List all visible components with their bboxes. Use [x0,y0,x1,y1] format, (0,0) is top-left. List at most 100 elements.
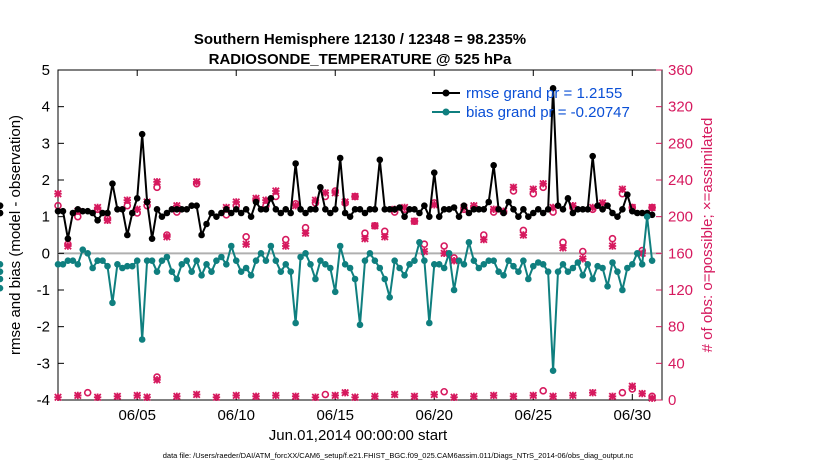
obs-assimilated-marker [93,203,102,212]
bias-point [579,272,587,279]
y-left-tick-label: -3 [37,355,50,372]
bias-point [59,261,67,268]
bias-point [64,257,72,264]
obs-assimilated-marker [163,232,171,241]
obs-assimilated-marker [519,231,528,239]
legend-rmse-label: rmse grand pr = 1.2155 [466,85,622,102]
obs-assimilated-marker [192,390,201,399]
rmse-point [346,213,354,220]
rmse-point [109,180,116,187]
rmse-point [376,156,384,164]
legend-bias-marker [442,108,450,116]
bias-point [54,261,62,268]
rmse-point [183,206,191,213]
rmse-point [460,202,468,209]
bias-point [584,261,592,268]
rmse-point [534,206,542,213]
y-left-tick-label: 3 [42,135,50,152]
bias-point [609,259,616,266]
obs-assimilated-marker [569,201,577,210]
rmse-point [510,206,517,213]
bias-point [158,257,166,264]
bias-point [534,259,542,266]
bias-point [480,261,488,268]
y-right-tick-label: 320 [668,99,693,116]
obs-assimilated-marker [232,198,241,206]
rmse-point [525,213,532,220]
obs-assimilated-marker [380,232,389,241]
bias-point [495,268,502,275]
bias-point [237,268,245,275]
rmse-point [153,206,161,213]
rmse-point [430,169,438,176]
obs-assimilated-marker [172,201,181,210]
rmse-point [54,207,62,215]
y-right-tick-label: 160 [668,245,693,262]
rmse-point [99,209,106,217]
bias-point [455,257,463,264]
rmse-point [322,206,329,213]
bias-point [242,264,250,272]
bias-point [381,275,389,283]
bias-point [307,261,314,268]
chart-title: Southern Hemisphere 12130 / 12348 = 98.2… [194,31,526,48]
legend: rmse grand pr = 1.2155 bias grand pr = -… [432,85,630,121]
rmse-point [515,213,522,220]
rmse-point [440,206,448,213]
rmse-point [119,206,126,213]
bias-point [99,257,106,264]
bias-point [386,294,394,301]
y-left-tick-label: -2 [37,319,50,336]
obs-assimilated-marker [331,188,340,197]
bias-point [193,257,200,264]
rmse-point [401,213,408,220]
rmse-point [124,231,131,239]
bias-point [376,264,384,272]
bias-point [183,257,191,264]
obs-assimilated-marker [262,196,270,205]
bias-point [232,257,240,264]
bias-point [287,268,294,275]
data-file-footnote: data file: /Users/raeder/DAI/ATM_forcXX/… [163,451,634,460]
obs-assimilated-marker [252,194,260,203]
obs-assimilated-marker [628,203,637,212]
rmse-point [435,213,443,220]
obs-assimilated-marker [410,392,419,401]
rmse-point [539,209,547,217]
rmse-point [450,204,458,211]
rmse-point [267,195,275,202]
bias-point [559,261,567,268]
rmse-point [490,162,497,169]
y-right-tick-label: 200 [668,209,693,226]
bias-point [153,268,161,275]
rmse-point [297,206,304,213]
bias-point [74,261,82,268]
bias-point [312,275,319,283]
rmse-point [485,198,493,206]
rmse-point [74,206,82,213]
rmse-point [0,202,4,209]
obs-assimilated-marker [648,394,656,403]
bias-point [638,261,646,268]
rmse-point [237,209,245,217]
obs-possible-marker [242,233,250,241]
rmse-point [262,206,270,213]
obs-assimilated-marker [54,189,62,198]
obs-assimilated-marker [271,187,280,195]
bias-point [109,299,116,307]
rmse-point [341,209,349,217]
rmse-point [307,206,314,213]
bias-point [124,262,131,270]
bias-point [356,321,364,329]
bias-point [252,257,260,264]
obs-assimilated-marker [123,196,132,205]
rmse-point [579,206,587,213]
y-right-tick-label: 80 [668,319,685,336]
x-tick-label: 06/10 [217,407,255,424]
rmse-point [609,209,616,217]
bias-point [435,261,443,268]
bias-point [406,261,413,268]
obs-assimilated-marker [410,217,419,226]
bias-point [163,253,171,261]
bias-point [465,239,473,246]
